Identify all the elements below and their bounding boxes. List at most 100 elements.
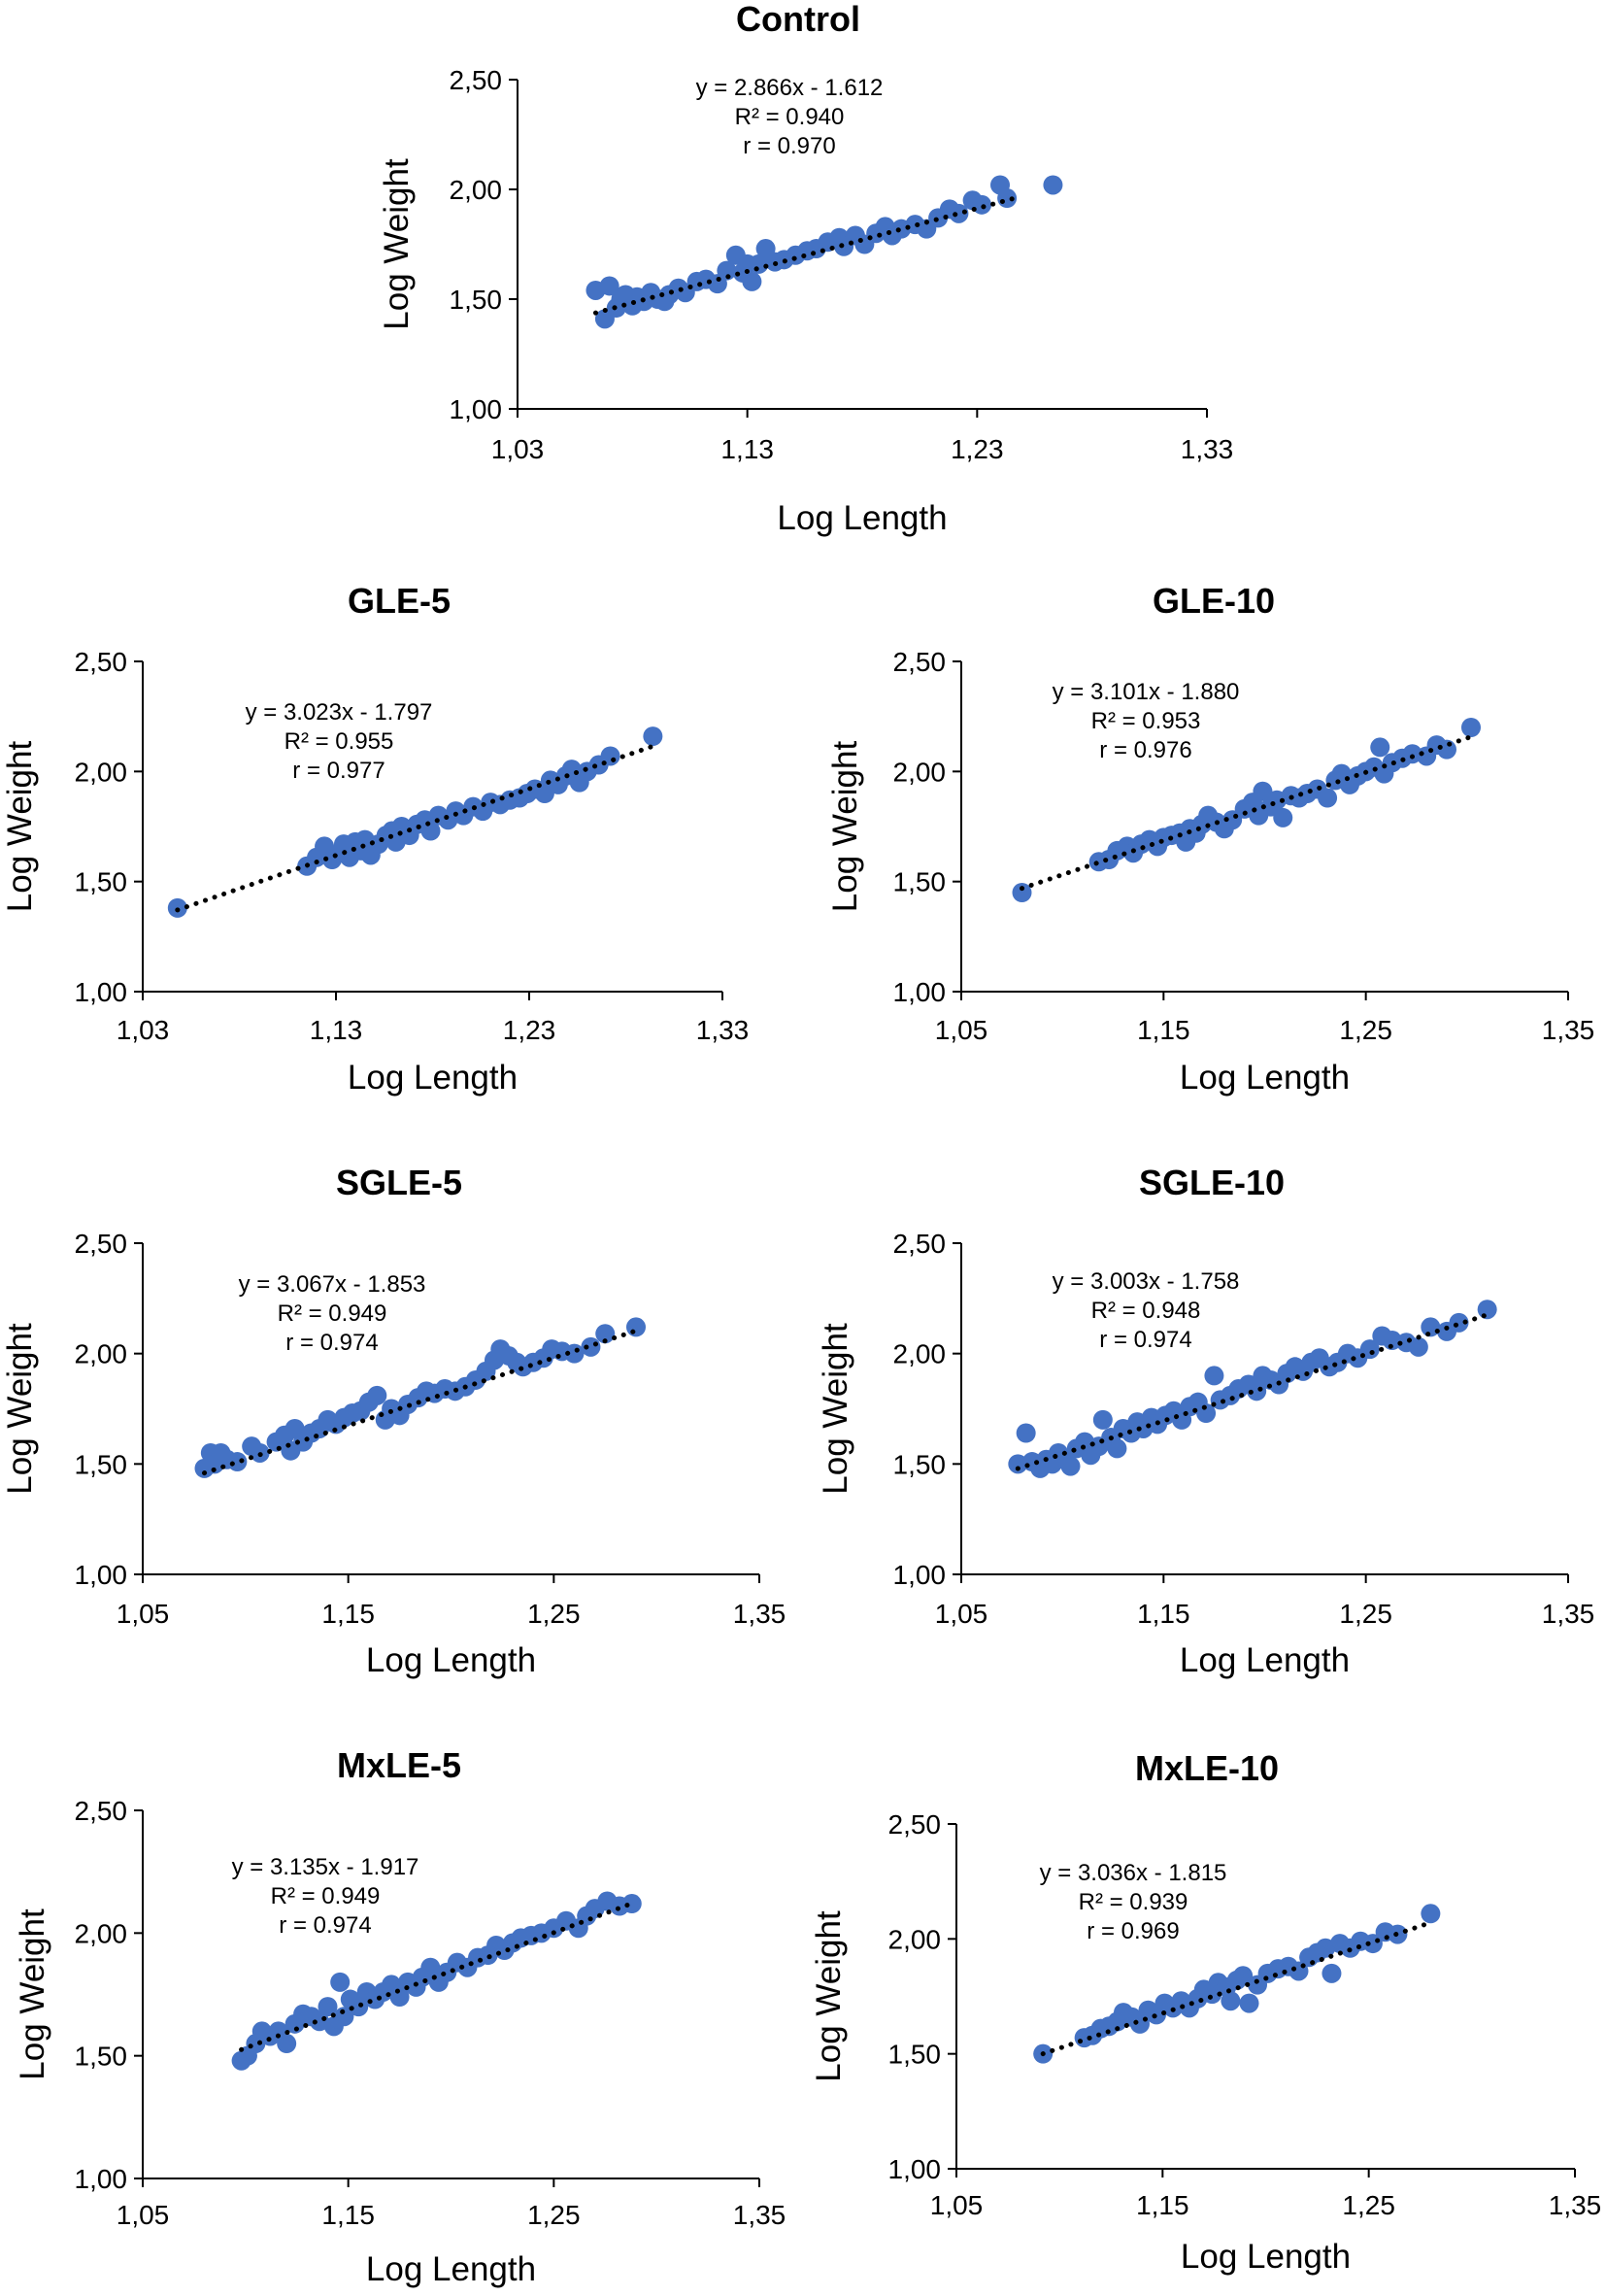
chart-title: Control [736, 0, 860, 39]
y-tick-label: 2,50 [450, 65, 503, 95]
data-point [1221, 1991, 1241, 2011]
x-tick-label: 1,35 [1542, 1015, 1595, 1045]
data-point [1012, 883, 1032, 902]
x-tick-label: 1,25 [527, 1599, 581, 1629]
y-axis-label: Log Weight [1, 741, 39, 913]
y-tick-label: 1,00 [893, 1560, 947, 1590]
trendline [175, 743, 657, 913]
y-tick-label: 2,50 [75, 1229, 128, 1259]
y-tick-label: 1,00 [75, 1560, 128, 1590]
x-axis-label: Log Length [777, 499, 947, 537]
data-point [1196, 1403, 1217, 1424]
x-tick-label: 1,13 [720, 434, 774, 464]
data-point [334, 2007, 354, 2027]
y-tick-label: 1,50 [450, 285, 503, 315]
x-tick-label: 1,35 [1542, 1599, 1595, 1629]
r-squared-label: R² = 0.948 [1091, 1298, 1201, 1324]
regression-equation: y = 2.866x - 1.612 [696, 75, 884, 101]
data-point [972, 194, 992, 215]
x-axis-label: Log Length [348, 1059, 518, 1097]
y-tick-label: 1,50 [75, 867, 128, 897]
data-point [349, 1997, 369, 2017]
data-point [1043, 175, 1063, 195]
x-axis-label: Log Length [1180, 1641, 1350, 1679]
x-tick-label: 1,25 [1339, 1599, 1392, 1629]
y-axis-label: Log Weight [810, 1910, 848, 2082]
data-point [1239, 1993, 1259, 2013]
y-tick-label: 1,50 [893, 1449, 947, 1479]
x-tick-label: 1,15 [321, 2200, 375, 2230]
x-tick-label: 1,25 [1339, 1015, 1392, 1045]
data-point [1204, 1366, 1224, 1386]
data-point [1461, 718, 1481, 737]
y-tick-label: 2,00 [893, 1339, 947, 1369]
x-tick-label: 1,15 [1136, 2190, 1189, 2220]
data-point [318, 1997, 338, 2017]
r-squared-label: R² = 0.949 [278, 1300, 387, 1327]
chart-sgle-5: SGLE-5 1,00 1,50 2,00 2,50 1,05 1,15 1,25 1,35 Lo… [1, 1163, 786, 1679]
chart-title: MxLE-10 [1135, 1748, 1279, 1788]
regression-equation: y = 3.135x - 1.917 [232, 1854, 419, 1880]
y-tick-label: 2,50 [888, 1809, 942, 1840]
data-point [599, 276, 619, 296]
x-tick-label: 1,33 [696, 1015, 750, 1045]
data-point [1421, 1904, 1441, 1924]
data-point [1408, 1336, 1428, 1357]
y-tick-label: 2,50 [893, 647, 947, 677]
y-tick-label: 1,50 [893, 867, 947, 897]
y-tick-label: 1,00 [450, 394, 503, 424]
r-squared-label: R² = 0.939 [1079, 1889, 1188, 1915]
data-point [1253, 781, 1273, 801]
data-point [564, 1343, 585, 1364]
x-tick-label: 1,03 [491, 434, 545, 464]
y-tick-label: 2,00 [888, 1924, 942, 1954]
data-point [626, 1317, 646, 1337]
data-point [1233, 1966, 1254, 1986]
data-point [595, 1324, 616, 1344]
y-tick-label: 2,00 [450, 175, 503, 205]
x-tick-label: 1,05 [935, 1015, 988, 1045]
x-tick-label: 1,05 [930, 2190, 984, 2220]
r-label: r = 0.974 [285, 1330, 378, 1356]
y-tick-label: 2,50 [75, 647, 128, 677]
y-tick-label: 1,50 [888, 2040, 942, 2070]
y-tick-label: 2,00 [75, 1918, 128, 1948]
x-tick-label: 1,25 [1342, 2190, 1395, 2220]
chart-title: SGLE-5 [336, 1163, 462, 1202]
x-tick-label: 1,15 [1137, 1599, 1190, 1629]
chart-title: GLE-10 [1153, 581, 1275, 621]
data-point [1449, 1312, 1469, 1333]
y-tick-label: 2,00 [75, 757, 128, 787]
r-squared-label: R² = 0.955 [284, 728, 394, 755]
data-point [420, 821, 441, 841]
data-point [1060, 1456, 1081, 1476]
data-point [1370, 737, 1390, 758]
r-label: r = 0.976 [1099, 737, 1191, 763]
y-tick-label: 1,50 [75, 2042, 128, 2072]
regression-equation: y = 3.101x - 1.880 [1053, 679, 1240, 705]
chart-mxle-10: MxLE-10 1,00 1,50 2,00 2,50 1,05 1,15 1,25 1,35 L… [810, 1748, 1601, 2276]
data-point [1247, 1381, 1267, 1401]
y-tick-label: 2,00 [893, 757, 947, 787]
x-tick-label: 1,23 [503, 1015, 556, 1045]
x-tick-label: 1,35 [733, 1599, 786, 1629]
y-tick-label: 1,00 [75, 2164, 128, 2194]
trendline [1040, 1920, 1433, 2057]
r-label: r = 0.974 [1099, 1327, 1191, 1353]
data-point [330, 1972, 351, 1992]
x-axis-label: Log Length [366, 2250, 536, 2288]
data-point [1107, 1438, 1127, 1459]
x-tick-label: 1,23 [951, 434, 1004, 464]
data-point [717, 260, 737, 281]
trendline [1020, 734, 1474, 892]
y-tick-label: 1,50 [75, 1449, 128, 1479]
x-tick-label: 1,13 [310, 1015, 363, 1045]
y-axis-label: Log Weight [1, 1323, 39, 1495]
data-point [389, 1987, 410, 2008]
data-point [643, 726, 663, 747]
data-point [1016, 1423, 1036, 1443]
y-tick-label: 1,00 [75, 977, 128, 1007]
chart-title: GLE-5 [348, 581, 451, 621]
trendline [1015, 1312, 1490, 1471]
